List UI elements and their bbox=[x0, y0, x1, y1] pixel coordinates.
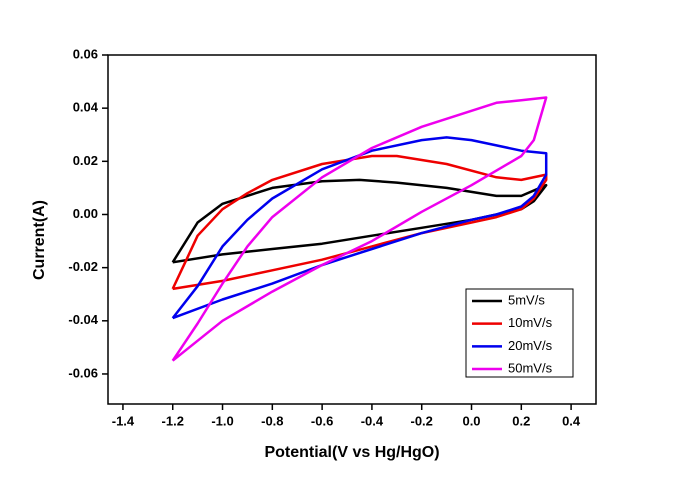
y-tick-label: 0.04 bbox=[73, 100, 99, 115]
plot-frame bbox=[107, 54, 597, 405]
x-tick-label: -1.2 bbox=[162, 413, 184, 428]
x-tick-label: 0.4 bbox=[562, 413, 581, 428]
x-tick-label: -0.6 bbox=[311, 413, 333, 428]
legend-box bbox=[465, 288, 574, 378]
y-tick-label: -0.06 bbox=[68, 365, 98, 380]
legend-label: 5mV/s bbox=[508, 292, 545, 307]
x-tick-label: -1.0 bbox=[211, 413, 233, 428]
x-tick-label: -0.2 bbox=[411, 413, 433, 428]
cv-curve bbox=[171, 96, 548, 362]
y-tick-label: 0.02 bbox=[73, 153, 98, 168]
y-tick-label: -0.04 bbox=[68, 312, 98, 327]
y-axis-label: Current(A) bbox=[31, 200, 48, 280]
x-axis-label: Potential(V vs Hg/HgO) bbox=[264, 444, 439, 461]
cv-curve bbox=[171, 154, 548, 291]
cv-curve bbox=[171, 178, 548, 264]
x-tick-label: -1.4 bbox=[112, 413, 135, 428]
y-tick-label: 0.06 bbox=[73, 46, 98, 61]
legend-label: 50mV/s bbox=[508, 360, 553, 375]
cv-curve bbox=[171, 136, 548, 320]
x-tick-label: 0.0 bbox=[462, 413, 480, 428]
legend-label: 10mV/s bbox=[508, 315, 553, 330]
y-tick-label: 0.00 bbox=[73, 206, 98, 221]
x-tick-label: -0.4 bbox=[361, 413, 384, 428]
y-tick-label: -0.02 bbox=[68, 259, 98, 274]
x-tick-label: 0.2 bbox=[512, 413, 530, 428]
x-tick-label: -0.8 bbox=[261, 413, 283, 428]
legend-label: 20mV/s bbox=[508, 338, 553, 353]
